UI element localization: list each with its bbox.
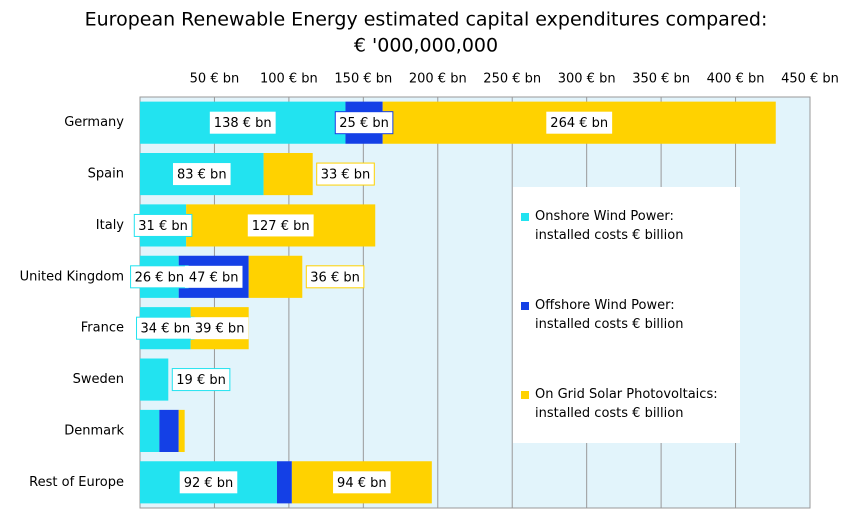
x-tick-label: 400 € bn — [707, 72, 765, 87]
data-label-group: 25 € bn — [334, 111, 394, 135]
legend-label: Onshore Wind Power: installed costs € bi… — [535, 209, 684, 243]
data-label-box — [190, 317, 249, 340]
data-label-group: 264 € bn — [546, 111, 613, 134]
chart-subtitle: € '000,000,000 — [354, 35, 498, 57]
x-tick-label: 200 € bn — [409, 72, 467, 87]
data-label-group: 34 € bn — [136, 316, 195, 340]
y-tick-label: Spain — [88, 167, 124, 182]
data-label: 138 € bn — [214, 116, 272, 131]
data-label-group: 36 € bn — [305, 265, 365, 289]
data-label: 47 € bn — [189, 270, 239, 285]
data-label: 34 € bn — [141, 322, 191, 337]
data-label: 94 € bn — [337, 476, 387, 491]
bar — [248, 255, 303, 298]
bar — [140, 409, 160, 453]
bar — [276, 461, 292, 504]
legend-swatch — [521, 213, 529, 221]
bar — [159, 409, 179, 453]
x-tick-label: 300 € bn — [558, 72, 616, 87]
data-label-group: 39 € bn — [190, 317, 249, 340]
data-label-box — [305, 265, 365, 289]
data-label: 36 € bn — [310, 270, 360, 285]
data-label: 19 € bn — [176, 373, 226, 388]
data-label: 127 € bn — [252, 219, 310, 234]
bar — [178, 409, 185, 453]
data-label: 26 € bn — [135, 270, 185, 285]
legend-entry: Offshore Wind Power: installed costs € b… — [521, 296, 734, 334]
x-tick-label: 250 € bn — [483, 72, 541, 87]
bar — [263, 152, 313, 196]
legend-entry: Onshore Wind Power: installed costs € bi… — [521, 207, 734, 245]
data-label: 33 € bn — [321, 168, 371, 183]
y-tick-label: France — [81, 321, 124, 336]
data-label-group: 83 € bn — [172, 163, 231, 186]
y-tick-label: Italy — [96, 218, 125, 233]
data-label-box — [334, 111, 394, 135]
legend-swatch — [521, 391, 529, 399]
data-label: 83 € bn — [177, 168, 227, 183]
data-label-group: 92 € bn — [179, 471, 238, 494]
data-label-group: 94 € bn — [333, 471, 391, 494]
data-label-group: 31 € bn — [133, 213, 193, 237]
y-tick-label: United Kingdom — [20, 269, 124, 284]
data-label-group: 33 € bn — [316, 162, 375, 186]
x-tick-label: 450 € bn — [781, 72, 839, 87]
y-tick-label: Sweden — [73, 372, 124, 387]
legend: Onshore Wind Power: installed costs € bi… — [513, 187, 740, 443]
data-label-box — [333, 471, 391, 494]
x-tick-label: 50 € bn — [190, 72, 240, 87]
legend-entry: On Grid Solar Photovoltaics: installed c… — [521, 385, 734, 423]
data-label-box — [546, 111, 613, 134]
data-label-box — [179, 471, 238, 494]
data-label-box — [184, 265, 243, 288]
data-label-box — [172, 163, 231, 186]
y-tick-label: Rest of Europe — [29, 475, 124, 490]
data-label-box — [133, 213, 193, 237]
y-tick-label: Germany — [64, 115, 124, 130]
bar — [140, 358, 169, 401]
data-label-box — [209, 111, 276, 134]
data-label-group: 47 € bn — [184, 265, 243, 288]
data-label-box — [316, 162, 375, 186]
x-tick-label: 350 € bn — [632, 72, 690, 87]
data-label: 92 € bn — [184, 476, 234, 491]
data-label-group: 138 € bn — [209, 111, 276, 134]
legend-label: Offshore Wind Power: installed costs € b… — [535, 298, 684, 332]
data-label-box — [171, 368, 231, 392]
x-tick-label: 150 € bn — [334, 72, 392, 87]
data-label: 264 € bn — [550, 116, 608, 131]
data-label-group: 26 € bn — [130, 265, 189, 289]
y-tick-label: Denmark — [64, 423, 124, 438]
data-label-group: 127 € bn — [247, 214, 314, 237]
chart-title: European Renewable Energy estimated capi… — [85, 9, 768, 31]
legend-label: On Grid Solar Photovoltaics: installed c… — [535, 387, 718, 421]
data-label: 25 € bn — [339, 116, 389, 131]
data-label: 31 € bn — [138, 219, 188, 234]
x-tick-label: 100 € bn — [260, 72, 318, 87]
legend-swatch — [521, 302, 529, 310]
data-label-group: 19 € bn — [171, 368, 231, 392]
data-label-box — [247, 214, 314, 237]
data-label: 39 € bn — [195, 322, 245, 337]
